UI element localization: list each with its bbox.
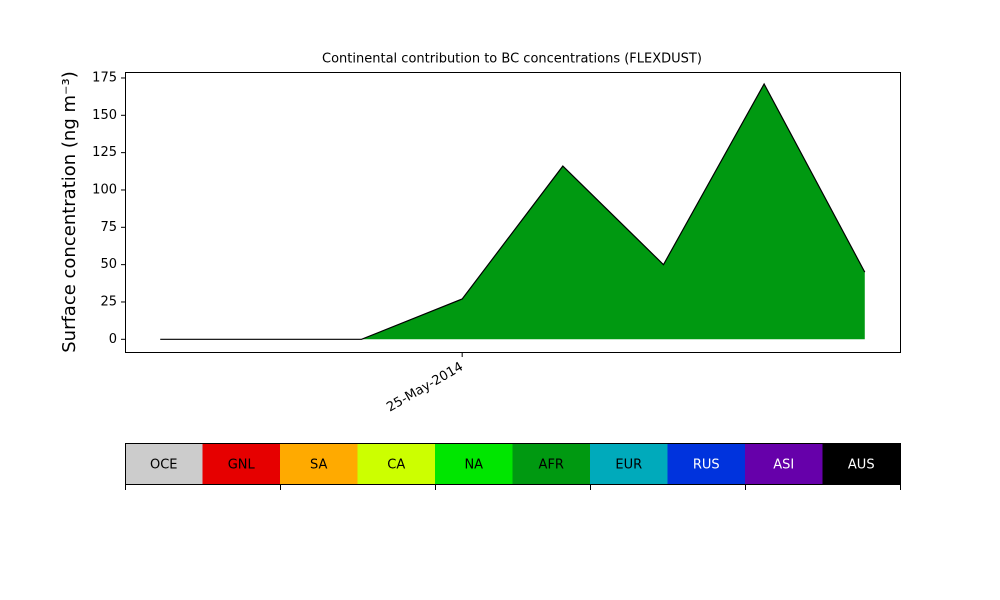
legend-label: GNL bbox=[228, 458, 256, 473]
y-tick-label: 25 bbox=[100, 294, 117, 309]
legend-label: RUS bbox=[693, 458, 720, 473]
legend-label: CA bbox=[387, 458, 405, 473]
legend-label: AUS bbox=[848, 458, 875, 473]
total-outline bbox=[160, 82, 866, 340]
legend-swatch bbox=[822, 443, 901, 485]
legend-swatch bbox=[202, 443, 281, 485]
area bbox=[160, 83, 865, 340]
legend-swatch bbox=[280, 443, 358, 485]
y-tick-label: 150 bbox=[92, 108, 117, 123]
y-tick-label: 75 bbox=[100, 220, 117, 235]
y-axis-label: Surface concentration (ng m⁻³) bbox=[59, 71, 80, 353]
legend-label: AFR bbox=[539, 458, 564, 473]
y-tick-label: 50 bbox=[100, 257, 117, 272]
plot-area bbox=[160, 82, 866, 340]
legend-swatch bbox=[435, 443, 513, 485]
y-tick-label: 0 bbox=[109, 332, 117, 347]
legend-label: EUR bbox=[615, 458, 642, 473]
legend-frame bbox=[125, 443, 901, 485]
legend-swatch bbox=[125, 443, 203, 485]
legend-swatch bbox=[745, 443, 823, 485]
legend-label: SA bbox=[310, 458, 327, 473]
legend-swatch bbox=[357, 443, 436, 485]
axes-frame bbox=[125, 72, 901, 353]
legend-swatch bbox=[512, 443, 591, 485]
chart-title: Continental contribution to BC concentra… bbox=[322, 52, 702, 67]
y-tick-label: 100 bbox=[92, 182, 117, 197]
legend-swatch bbox=[667, 443, 746, 485]
y-tick-label: 125 bbox=[92, 145, 117, 160]
legend-label: ASI bbox=[773, 458, 794, 473]
legend-ticks bbox=[125, 485, 901, 490]
legend-swatch bbox=[590, 443, 668, 485]
legend-label: OCE bbox=[150, 458, 178, 473]
y-tick-label: 175 bbox=[92, 70, 117, 85]
legend-label: NA bbox=[464, 458, 483, 473]
x-tick-label: 25-May-2014 bbox=[384, 360, 466, 416]
legend: OCE GNL SA CA NA AFR EUR RUS ASI AUS bbox=[125, 443, 901, 485]
